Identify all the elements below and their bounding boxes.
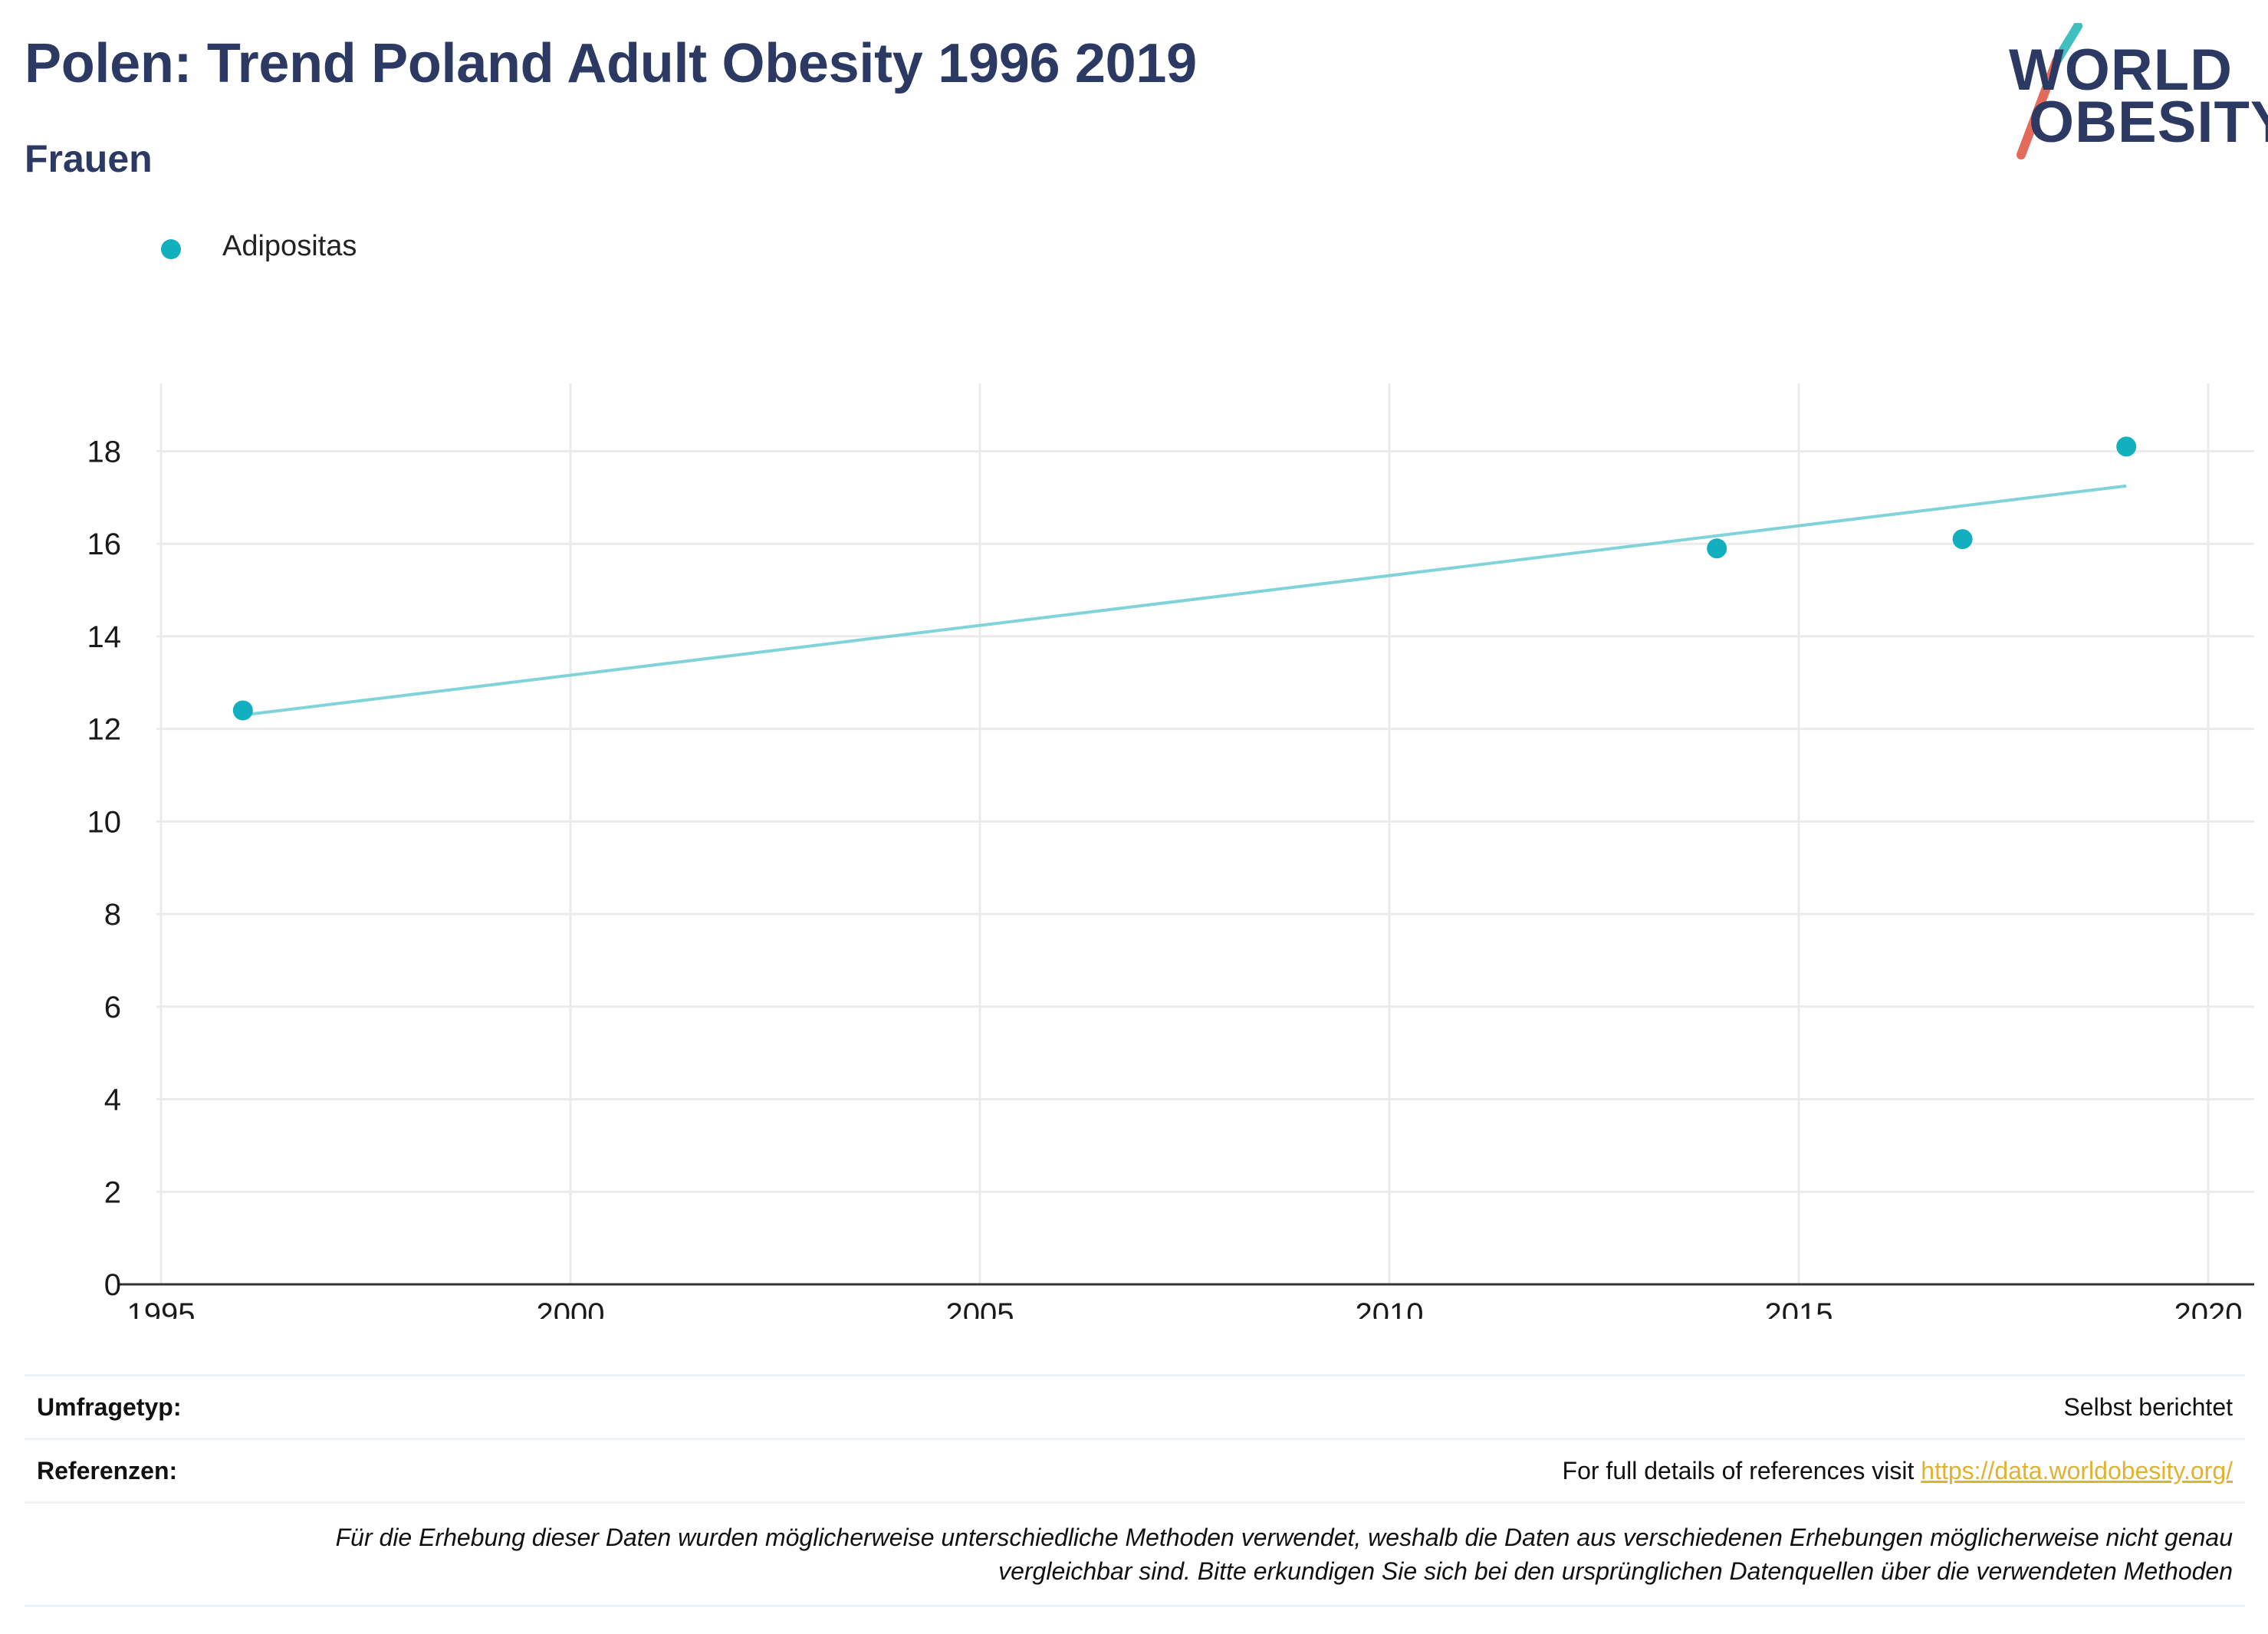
logo-line-1: WORLD: [2009, 38, 2233, 103]
methodology-note-line-1: Für die Erhebung dieser Daten wurden mög…: [335, 1524, 2233, 1551]
y-tick-label-4: 4: [104, 1083, 121, 1117]
data-point-1996: [232, 700, 253, 721]
legend-label-adipositas: Adipositas: [222, 230, 357, 262]
references-value: For full details of references visit htt…: [1563, 1457, 2233, 1485]
y-tick-label-18: 18: [87, 435, 122, 469]
references-label: Referenzen:: [37, 1457, 178, 1484]
logo-slash-icon: [2017, 23, 2082, 159]
y-tick-label-0: 0: [104, 1268, 121, 1302]
references-row: Referenzen: For full details of referenc…: [25, 1438, 2245, 1501]
chart-subtitle: Frauen: [25, 137, 153, 180]
y-tick-label-6: 6: [104, 991, 121, 1024]
y-tick-label-8: 8: [104, 898, 121, 932]
x-tick-label-1995: 1995: [127, 1297, 196, 1319]
references-link[interactable]: https://data.worldobesity.org/: [1921, 1457, 2233, 1484]
data-point-2017: [1952, 529, 1973, 550]
x-tick-label-2000: 2000: [537, 1297, 605, 1319]
world-obesity-logo: WORLD OBESITY: [1994, 23, 2268, 169]
y-tick-label-16: 16: [87, 528, 122, 561]
survey-type-label: Umfragetyp:: [37, 1393, 182, 1421]
y-tick-label-10: 10: [87, 805, 122, 839]
data-point-2019: [2116, 436, 2137, 457]
x-tick-label-2015: 2015: [1765, 1297, 1833, 1319]
logo-line-2: OBESITY: [2029, 90, 2268, 155]
y-tick-label-14: 14: [87, 620, 122, 654]
methodology-note-line-2: vergleichbar sind. Bitte erkundigen Sie …: [998, 1557, 2233, 1585]
survey-type-value: Selbst berichtet: [2063, 1393, 2233, 1421]
chart-title: Polen: Trend Poland Adult Obesity 1996 2…: [25, 33, 1197, 94]
x-tick-label-2005: 2005: [946, 1297, 1014, 1319]
survey-type-row: Umfragetyp: Selbst berichtet: [25, 1374, 2245, 1438]
methodology-note: Für die Erhebung dieser Daten wurden mög…: [25, 1501, 2245, 1607]
x-tick-label-2010: 2010: [1356, 1297, 1424, 1319]
legend-marker-adipositas: [161, 239, 181, 259]
scatter-chart: 0 2 4 6 8 10 12 14 16 18 1995 2000 2005 2010 2015 2020: [87, 383, 2254, 1319]
trendline: [242, 484, 2127, 717]
data-point-2014: [1707, 538, 1727, 559]
x-tick-label-2020: 2020: [2174, 1297, 2243, 1319]
y-tick-label-12: 12: [87, 713, 122, 747]
info-table: Umfragetyp: Selbst berichtet Referenzen:…: [25, 1374, 2245, 1607]
references-text: For full details of references visit: [1562, 1457, 1921, 1484]
y-tick-label-2: 2: [104, 1175, 121, 1209]
